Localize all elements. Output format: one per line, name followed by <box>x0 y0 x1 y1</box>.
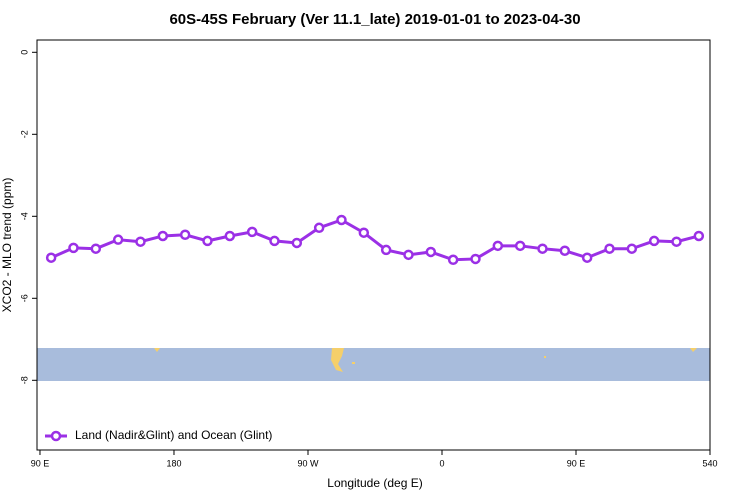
point <box>246 226 258 238</box>
y-tick-label: -8 <box>19 376 29 384</box>
y-axis-label: XCO2 - MLO trend (ppm) <box>0 178 14 313</box>
point <box>179 229 191 240</box>
point <box>269 235 280 247</box>
point <box>45 252 57 263</box>
point <box>157 230 169 242</box>
x-tick-label: 90 W <box>297 458 319 468</box>
point <box>403 249 414 261</box>
map-strip <box>37 348 710 381</box>
point <box>671 236 682 247</box>
x-tick-label: 90 E <box>31 458 50 468</box>
point <box>112 234 124 245</box>
land <box>331 348 344 372</box>
plot-frame <box>36 39 711 451</box>
land <box>690 348 697 352</box>
point <box>90 243 102 254</box>
point <box>224 230 236 242</box>
land <box>154 348 160 352</box>
point <box>135 236 146 247</box>
ocean-band <box>37 348 710 381</box>
point <box>447 254 459 266</box>
series-line <box>50 218 700 262</box>
point <box>470 253 481 265</box>
x-tick-label: 90 E <box>567 458 586 468</box>
y-tick-label: -2 <box>19 130 29 138</box>
point <box>626 243 638 254</box>
point <box>68 242 79 254</box>
point <box>648 235 660 247</box>
land <box>544 356 546 358</box>
point <box>358 227 370 238</box>
y-tick-label: -4 <box>19 212 29 220</box>
x-tick-label: 180 <box>166 458 181 468</box>
x-tick-label: 540 <box>702 458 717 468</box>
y-tick-label: 0 <box>19 50 29 55</box>
point <box>313 222 325 234</box>
point <box>514 240 526 252</box>
land <box>352 362 355 364</box>
x-axis-label: Longitude (deg E) <box>327 476 422 490</box>
point <box>202 235 213 247</box>
point <box>581 252 593 263</box>
y-tick-label: -6 <box>19 294 29 302</box>
x-tick-label: 0 <box>439 458 444 468</box>
point <box>559 245 571 256</box>
legend-label: Land (Nadir&Glint) and Ocean (Glint) <box>75 428 272 442</box>
point <box>537 243 548 254</box>
point <box>380 244 392 256</box>
point <box>336 214 347 226</box>
point <box>291 237 303 249</box>
chart-title: 60S-45S February (Ver 11.1_late) 2019-01… <box>169 11 580 28</box>
legend-marker <box>50 430 62 442</box>
point <box>604 243 615 254</box>
point <box>693 230 705 242</box>
point <box>492 240 504 252</box>
point <box>425 246 437 258</box>
